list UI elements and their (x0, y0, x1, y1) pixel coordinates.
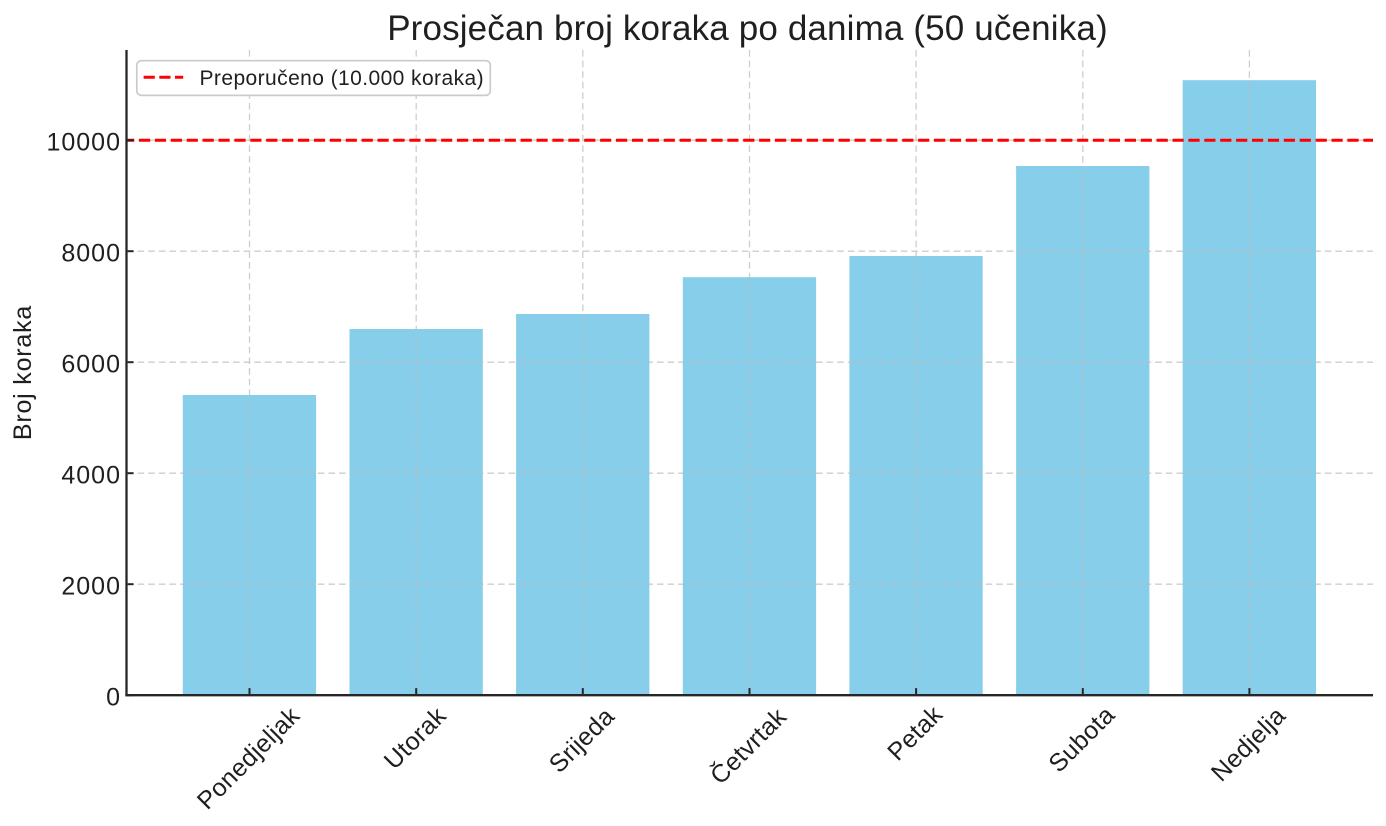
svg-text:2000: 2000 (61, 573, 121, 601)
svg-text:Petak: Petak (882, 700, 948, 766)
svg-text:10000: 10000 (46, 129, 121, 157)
svg-text:8000: 8000 (61, 240, 121, 268)
svg-text:Utorak: Utorak (379, 702, 452, 775)
svg-text:Prosječan broj koraka po danim: Prosječan broj koraka po danima (50 učen… (387, 9, 1108, 48)
svg-text:Srijeda: Srijeda (544, 702, 620, 778)
svg-text:0: 0 (106, 684, 121, 712)
svg-text:Ponedjeljak: Ponedjeljak (192, 701, 306, 815)
svg-text:Nedjelja: Nedjelja (1206, 702, 1291, 787)
svg-text:4000: 4000 (61, 462, 121, 490)
svg-text:Broj koraka: Broj koraka (9, 305, 37, 440)
svg-text:Preporučeno (10.000 koraka): Preporučeno (10.000 koraka) (200, 67, 485, 90)
svg-text:Subota: Subota (1043, 701, 1120, 778)
svg-text:Četvrtak: Četvrtak (704, 702, 792, 790)
svg-text:6000: 6000 (61, 351, 121, 379)
